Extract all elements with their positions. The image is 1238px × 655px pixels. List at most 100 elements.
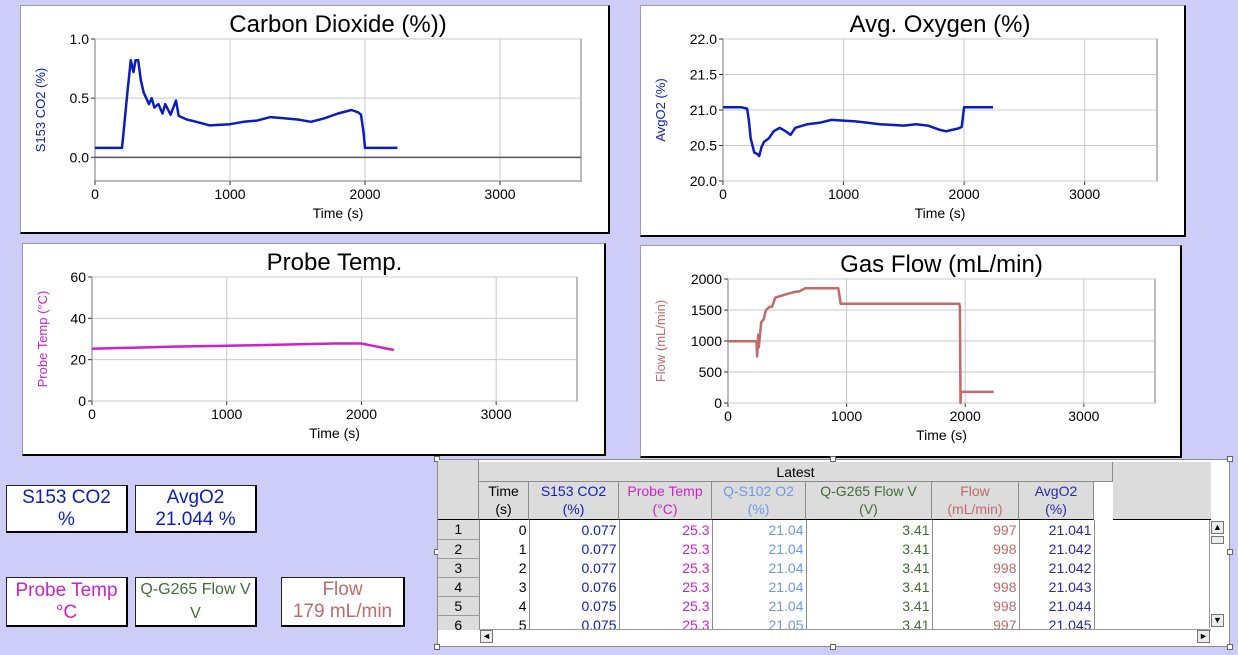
data-table[interactable]: Latest Time (s) S153 CO2 (%) Probe Temp (°C) Q… — [434, 456, 1233, 650]
column-header[interactable]: S153 CO2 (%) — [529, 482, 619, 520]
table-row[interactable]: 3 2 0.077 25.3 21.04 3.41 998 21.042 — [438, 558, 1095, 578]
oxygen-line[interactable] — [723, 105, 993, 158]
table-cell[interactable]: 21.045 — [1019, 615, 1095, 630]
x-tick-label: 3000 — [1068, 408, 1099, 424]
resize-handle[interactable] — [1227, 644, 1233, 650]
resize-handle[interactable] — [1227, 456, 1233, 462]
table-cell[interactable]: 21.04 — [712, 558, 807, 577]
probe-temp-line[interactable] — [91, 342, 395, 352]
table-cell[interactable]: 997 — [932, 615, 1020, 630]
row-number[interactable]: 1 — [438, 520, 480, 540]
table-cell[interactable]: 998 — [932, 577, 1020, 596]
scroll-up-icon[interactable]: ▲ — [1211, 521, 1224, 534]
table-cell[interactable]: 21.044 — [1019, 596, 1095, 615]
scroll-right-icon[interactable]: ► — [1197, 630, 1210, 643]
table-cell[interactable]: 0.075 — [529, 596, 620, 615]
gas-flow-chart[interactable]: Gas Flow (mL/min) 0 1000 2000 3000 0 500 1000 15… — [641, 246, 1181, 457]
table-cell[interactable]: 5 — [479, 615, 530, 630]
horizontal-scrollbar[interactable]: ◄ ► — [479, 629, 1211, 644]
o2-chart-panel[interactable]: Avg. Oxygen (%) 0 1000 2000 3000 20.0 20.5 21.0… — [640, 5, 1186, 237]
table-cell[interactable]: 0.077 — [529, 558, 620, 577]
table-cell[interactable]: 3.41 — [806, 596, 933, 615]
scroll-down-icon[interactable]: ▼ — [1211, 614, 1224, 627]
y-tick-label: 1.0 — [70, 31, 90, 47]
table-cell[interactable]: 997 — [932, 520, 1020, 539]
table-cell[interactable]: 25.3 — [619, 577, 713, 596]
table-cell[interactable]: 3.41 — [806, 520, 933, 539]
table-cell[interactable]: 21.041 — [1019, 520, 1095, 539]
table-row[interactable]: 1 0 0.077 25.3 21.04 3.41 997 21.041 — [438, 520, 1095, 540]
resize-handle[interactable] — [434, 456, 440, 462]
column-header[interactable]: Probe Temp (°C) — [619, 482, 712, 520]
table-cell[interactable]: 25.3 — [619, 539, 713, 558]
resize-handle[interactable] — [830, 644, 836, 650]
column-header[interactable]: Q-G265 Flow V (V) — [806, 482, 932, 520]
table-cell[interactable]: 998 — [932, 558, 1020, 577]
table-cell[interactable]: 21.043 — [1019, 577, 1095, 596]
row-number[interactable]: 3 — [438, 558, 480, 578]
flow-meter[interactable]: Flow 179 mL/min — [281, 577, 405, 627]
table-cell[interactable]: 21.04 — [712, 577, 807, 596]
resize-handle[interactable] — [434, 644, 440, 650]
table-body[interactable]: 1 0 0.077 25.3 21.04 3.41 997 21.041 2 1 0.077 25.3… — [438, 520, 1211, 630]
x-tick-label: 2000 — [346, 406, 377, 422]
vertical-scrollbar[interactable]: ▲ ▼ — [1209, 520, 1225, 628]
avgo2-meter[interactable]: AvgO2 21.044 % — [135, 485, 257, 533]
table-row[interactable]: 2 1 0.077 25.3 21.04 3.41 998 21.042 — [438, 539, 1095, 559]
g265-flow-meter[interactable]: Q-G265 Flow V V — [135, 577, 257, 627]
table-cell[interactable]: 998 — [932, 539, 1020, 558]
column-header[interactable]: Flow (mL/min) — [932, 482, 1019, 520]
co2-line[interactable] — [95, 59, 398, 150]
table-cell[interactable]: 25.3 — [619, 596, 713, 615]
flow-line[interactable] — [728, 287, 994, 405]
table-cell[interactable]: 21.042 — [1019, 558, 1095, 577]
table-cell[interactable]: 21.04 — [712, 520, 807, 539]
table-cell[interactable]: 21.04 — [712, 596, 807, 615]
column-header-name: Q-G265 Flow V — [820, 483, 917, 499]
table-row[interactable]: 6 5 0.075 25.3 21.05 3.41 997 21.045 — [438, 615, 1095, 630]
table-cell[interactable]: 3.41 — [806, 539, 933, 558]
table-cell[interactable]: 21.05 — [712, 615, 807, 630]
table-cell[interactable]: 1 — [479, 539, 530, 558]
column-header[interactable]: Q-S102 O2 (%) — [712, 482, 806, 520]
row-number[interactable]: 6 — [438, 615, 480, 630]
scroll-thumb[interactable] — [1211, 536, 1224, 544]
table-cell[interactable]: 0.077 — [529, 520, 620, 539]
co2-chart-panel[interactable]: Carbon Dioxide (%)) 0 1000 2000 3000 0.0 0.5 1.… — [20, 5, 610, 234]
table-cell[interactable]: 3.41 — [806, 558, 933, 577]
resize-handle[interactable] — [1227, 549, 1233, 555]
table-cell[interactable]: 21.04 — [712, 539, 807, 558]
table-row[interactable]: 4 3 0.076 25.3 21.04 3.41 998 21.043 — [438, 577, 1095, 597]
table-row[interactable]: 5 4 0.075 25.3 21.04 3.41 998 21.044 — [438, 596, 1095, 616]
row-number[interactable]: 4 — [438, 577, 480, 597]
resize-handle[interactable] — [830, 456, 836, 462]
oxygen-chart[interactable]: Avg. Oxygen (%) 0 1000 2000 3000 20.0 20.5 21.0… — [641, 6, 1185, 236]
table-cell[interactable]: 25.3 — [619, 615, 713, 630]
table-cell[interactable]: 21.042 — [1019, 539, 1095, 558]
plot-area[interactable] — [91, 276, 578, 402]
row-number[interactable]: 2 — [438, 539, 480, 559]
table-cell[interactable]: 0.076 — [529, 577, 620, 596]
table-cell[interactable]: 998 — [932, 596, 1020, 615]
table-cell[interactable]: 3 — [479, 577, 530, 596]
table-cell[interactable]: 0.077 — [529, 539, 620, 558]
table-cell[interactable]: 3.41 — [806, 577, 933, 596]
temp-chart-panel[interactable]: Probe Temp. 0 1000 2000 3000 0 20 40 60 Time (s) P… — [22, 243, 606, 456]
column-header[interactable]: Time (s) — [479, 482, 529, 520]
table-cell[interactable]: 4 — [479, 596, 530, 615]
column-header-name: Flow — [960, 483, 990, 499]
table-cell[interactable]: 0.075 — [529, 615, 620, 630]
column-header[interactable]: AvgO2 (%) — [1019, 482, 1094, 520]
probe-temp-meter[interactable]: Probe Temp °C — [6, 577, 128, 627]
row-number[interactable]: 5 — [438, 596, 480, 616]
table-cell[interactable]: 3.41 — [806, 615, 933, 630]
scroll-left-icon[interactable]: ◄ — [480, 630, 493, 643]
table-cell[interactable]: 2 — [479, 558, 530, 577]
table-cell[interactable]: 25.3 — [619, 558, 713, 577]
co2-meter[interactable]: S153 CO2 % — [6, 485, 128, 533]
co2-chart[interactable]: Carbon Dioxide (%)) 0 1000 2000 3000 0.0 0.5 1.… — [21, 6, 609, 233]
table-cell[interactable]: 0 — [479, 520, 530, 539]
probe-temp-chart[interactable]: Probe Temp. 0 1000 2000 3000 0 20 40 60 Time (s) P… — [23, 244, 605, 455]
flow-chart-panel[interactable]: Gas Flow (mL/min) 0 1000 2000 3000 0 500 1000 15… — [640, 245, 1182, 458]
table-cell[interactable]: 25.3 — [619, 520, 713, 539]
